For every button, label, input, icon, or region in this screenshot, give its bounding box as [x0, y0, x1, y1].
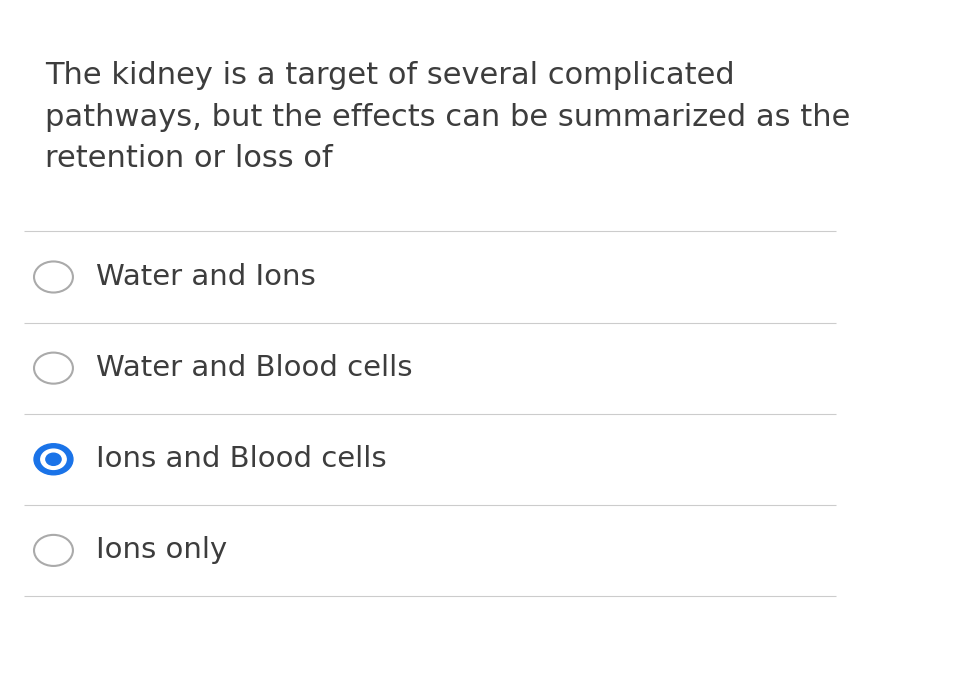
Circle shape — [41, 449, 66, 469]
Circle shape — [46, 453, 61, 465]
Text: The kidney is a target of several complicated
pathways, but the effects can be s: The kidney is a target of several compli… — [45, 61, 851, 173]
Text: Ions only: Ions only — [96, 537, 227, 564]
Text: Ions and Blood cells: Ions and Blood cells — [96, 445, 387, 473]
Circle shape — [34, 444, 73, 475]
Text: Water and Blood cells: Water and Blood cells — [96, 354, 412, 382]
Text: Water and Ions: Water and Ions — [96, 263, 316, 291]
